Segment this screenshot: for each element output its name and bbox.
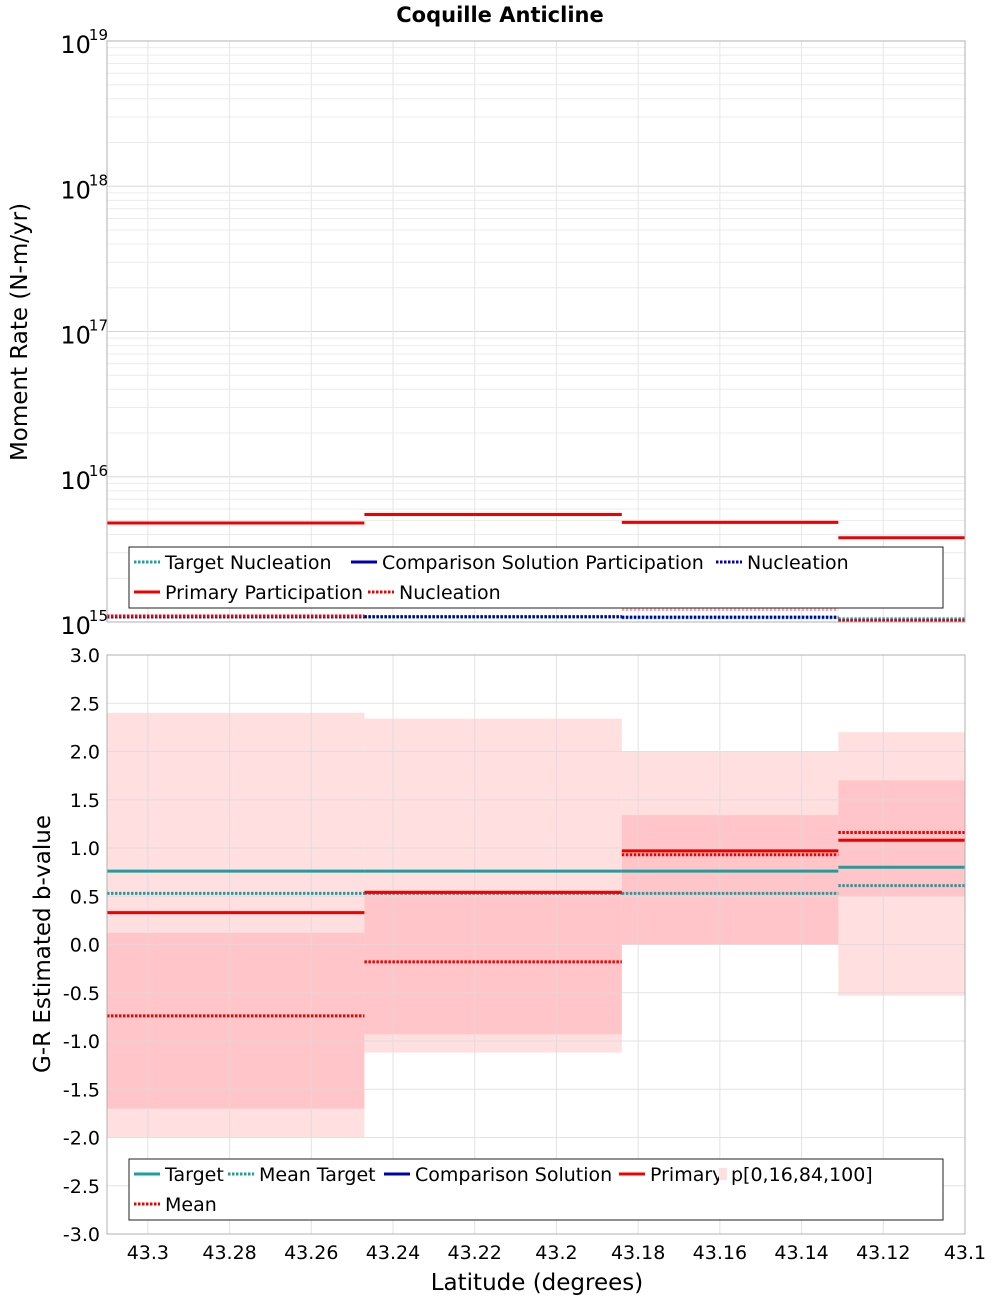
- x-tick-label: 43.22: [448, 1242, 502, 1264]
- bottom-y-tick-label: -0.5: [63, 983, 100, 1005]
- bottom-y-tick-label: 1.5: [70, 790, 100, 812]
- bottom-legend-label: Mean Target: [259, 1164, 376, 1186]
- x-tick-label: 43.18: [611, 1242, 665, 1264]
- band-p16-p84: [838, 780, 965, 897]
- top-legend-label: Nucleation: [747, 552, 849, 574]
- bottom-y-tick-label: 2.0: [70, 742, 100, 764]
- bottom-legend-label: p[0,16,84,100]: [731, 1164, 873, 1186]
- top-y-tick-label: 1017: [60, 317, 108, 350]
- top-plot-frame: [106, 40, 966, 623]
- top-y-axis-title: Moment Rate (N-m/yr): [7, 203, 33, 461]
- top-y-tick-label: 1018: [60, 171, 108, 204]
- x-tick-label: 43.2: [535, 1242, 577, 1264]
- x-tick-label: 43.16: [693, 1242, 747, 1264]
- band-p16-p84: [107, 932, 365, 1109]
- x-tick-label: 43.26: [284, 1242, 338, 1264]
- bottom-legend-frame: [128, 1158, 944, 1221]
- bottom-y-tick-label: -1.5: [63, 1079, 100, 1101]
- x-tick-label: 43.14: [774, 1242, 828, 1264]
- bottom-y-tick-label: -2.0: [63, 1128, 100, 1150]
- bottom-legend-label: Target: [164, 1164, 224, 1186]
- b-value-panel: 3.0 2.5 2.0 1.5 1.0 0.5 0.0 -0.5 -1.0 -1.5 -2.0 -2.…: [63, 645, 986, 1264]
- bottom-plot-frame: [106, 654, 966, 1235]
- top-legend-label: Comparison Solution Participation: [382, 552, 704, 574]
- top-legend: Target Nucleation Comparison Solution Par…: [128, 546, 944, 609]
- bottom-y-tick-label: 0.5: [70, 886, 100, 908]
- bottom-y-tick-label: -3.0: [63, 1224, 100, 1246]
- band-p16-p84: [621, 815, 839, 945]
- bottom-y-tick-label: 2.5: [70, 693, 100, 715]
- top-y-tick-label: 1019: [60, 26, 108, 59]
- top-y-tick-label: 1015: [60, 607, 108, 640]
- x-tick-label: 43.3: [127, 1242, 169, 1264]
- moment-rate-panel: 1015 1016 1017 1018 1019 Target Nucleation Com…: [60, 26, 966, 640]
- bottom-y-tick-label: -1.0: [63, 1031, 100, 1053]
- bottom-legend-label: Mean: [165, 1194, 217, 1216]
- top-legend-label: Target Nucleation: [164, 552, 332, 574]
- bottom-y-tick-label: -2.5: [63, 1176, 100, 1198]
- x-tick-label: 43.1: [944, 1242, 986, 1264]
- bottom-legend-label: Primary: [650, 1164, 723, 1186]
- bottom-y-axis-title: G-R Estimated b-value: [30, 815, 56, 1073]
- chart-title: Coquille Anticline: [396, 3, 603, 27]
- bottom-y-tick-label: 0.0: [70, 935, 100, 957]
- bottom-legend-label: Comparison Solution: [415, 1164, 612, 1186]
- x-axis-title: Latitude (degrees): [431, 1270, 644, 1296]
- x-tick-label: 43.12: [856, 1242, 910, 1264]
- x-tick-label: 43.24: [366, 1242, 420, 1264]
- top-legend-label: Primary Participation: [165, 582, 363, 604]
- bottom-y-tick-label: 3.0: [70, 645, 100, 667]
- top-legend-label: Nucleation: [399, 582, 501, 604]
- x-tick-label: 43.28: [202, 1242, 256, 1264]
- bottom-legend-swatch: [719, 1168, 727, 1180]
- top-y-tick-label: 1016: [60, 462, 108, 495]
- top-legend-frame: [128, 546, 944, 609]
- bottom-y-tick-label: 1.0: [70, 838, 100, 860]
- bottom-legend: Target Mean Target Comparison Solution Prim…: [128, 1158, 944, 1221]
